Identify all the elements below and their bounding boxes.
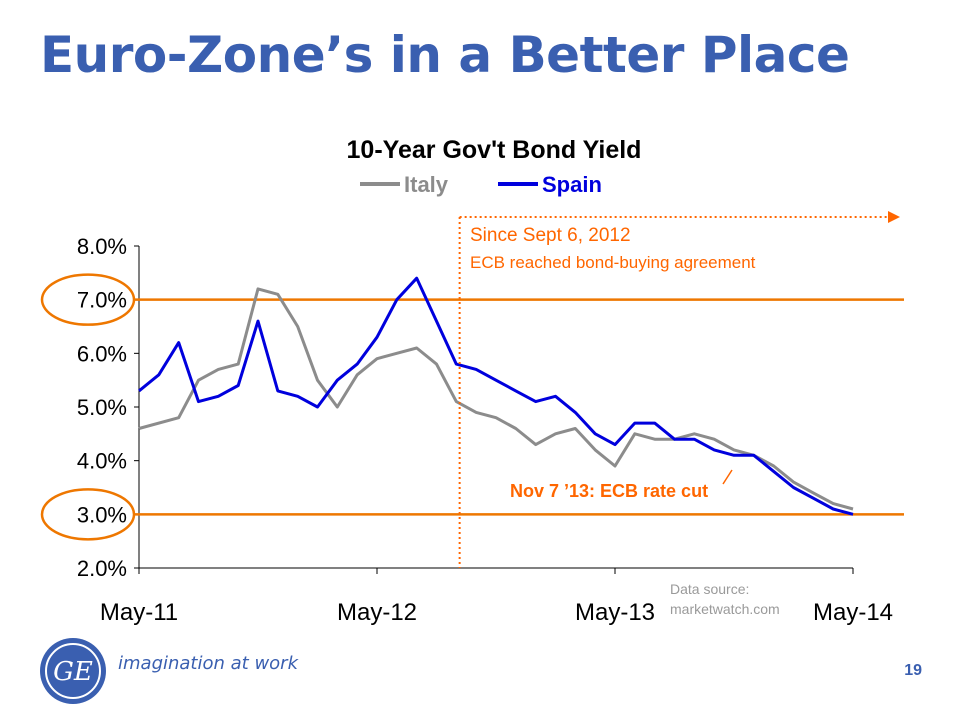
tagline: imagination at work [118, 653, 298, 674]
series-line-italy [138, 287, 854, 511]
rate-cut-label: Nov 7 ’13: ECB rate cut [510, 481, 708, 501]
y-tick-label: 6.0% [77, 341, 127, 366]
data-source-line-1: Data source: [670, 581, 749, 597]
agreement-annotation: Since Sept 6, 2012 ECB reached bond-buyi… [458, 211, 900, 568]
y-tick-label: 8.0% [77, 234, 127, 259]
reference-lines [134, 298, 904, 516]
y-tick-label: 5.0% [77, 395, 127, 420]
chart-title: 10-Year Gov't Bond Yield [347, 136, 642, 164]
legend-label-italy: Italy [404, 172, 449, 197]
x-tick-label: May-14 [813, 599, 893, 626]
y-tick-label: 3.0% [77, 502, 127, 527]
x-tick-label: May-11 [100, 599, 178, 626]
x-tick-label: May-12 [337, 599, 417, 626]
y-tick-label: 2.0% [77, 556, 127, 581]
series-lines [138, 276, 854, 516]
slide-title: Euro-Zone’s in a Better Place [40, 26, 850, 84]
arrow-right-icon [888, 211, 900, 223]
page-number: 19 [904, 662, 922, 679]
logo-letters: GE [53, 657, 93, 687]
agreement-text-label: ECB reached bond-buying agreement [470, 253, 756, 272]
y-tick-label: 7.0% [77, 288, 127, 313]
legend-label-spain: Spain [542, 172, 602, 197]
rate-cut-pointer [722, 469, 733, 485]
data-source-line-2: marketwatch.com [670, 601, 780, 617]
agreement-date-label: Since Sept 6, 2012 [470, 225, 631, 246]
rate-cut-annotation: Nov 7 ’13: ECB rate cut [510, 469, 733, 501]
series-line-spain [138, 276, 854, 516]
x-tick-label: May-13 [575, 599, 655, 626]
data-source: Data source: marketwatch.com [670, 581, 780, 617]
ge-monogram-icon: GE [40, 638, 106, 704]
chart-axes: 2.0% 3.0% 4.0% 5.0% 6.0% 7.0% 8.0% May-11 May-12… [40, 234, 893, 626]
legend: Italy Spain [360, 172, 602, 197]
y-tick-label: 4.0% [77, 449, 127, 474]
